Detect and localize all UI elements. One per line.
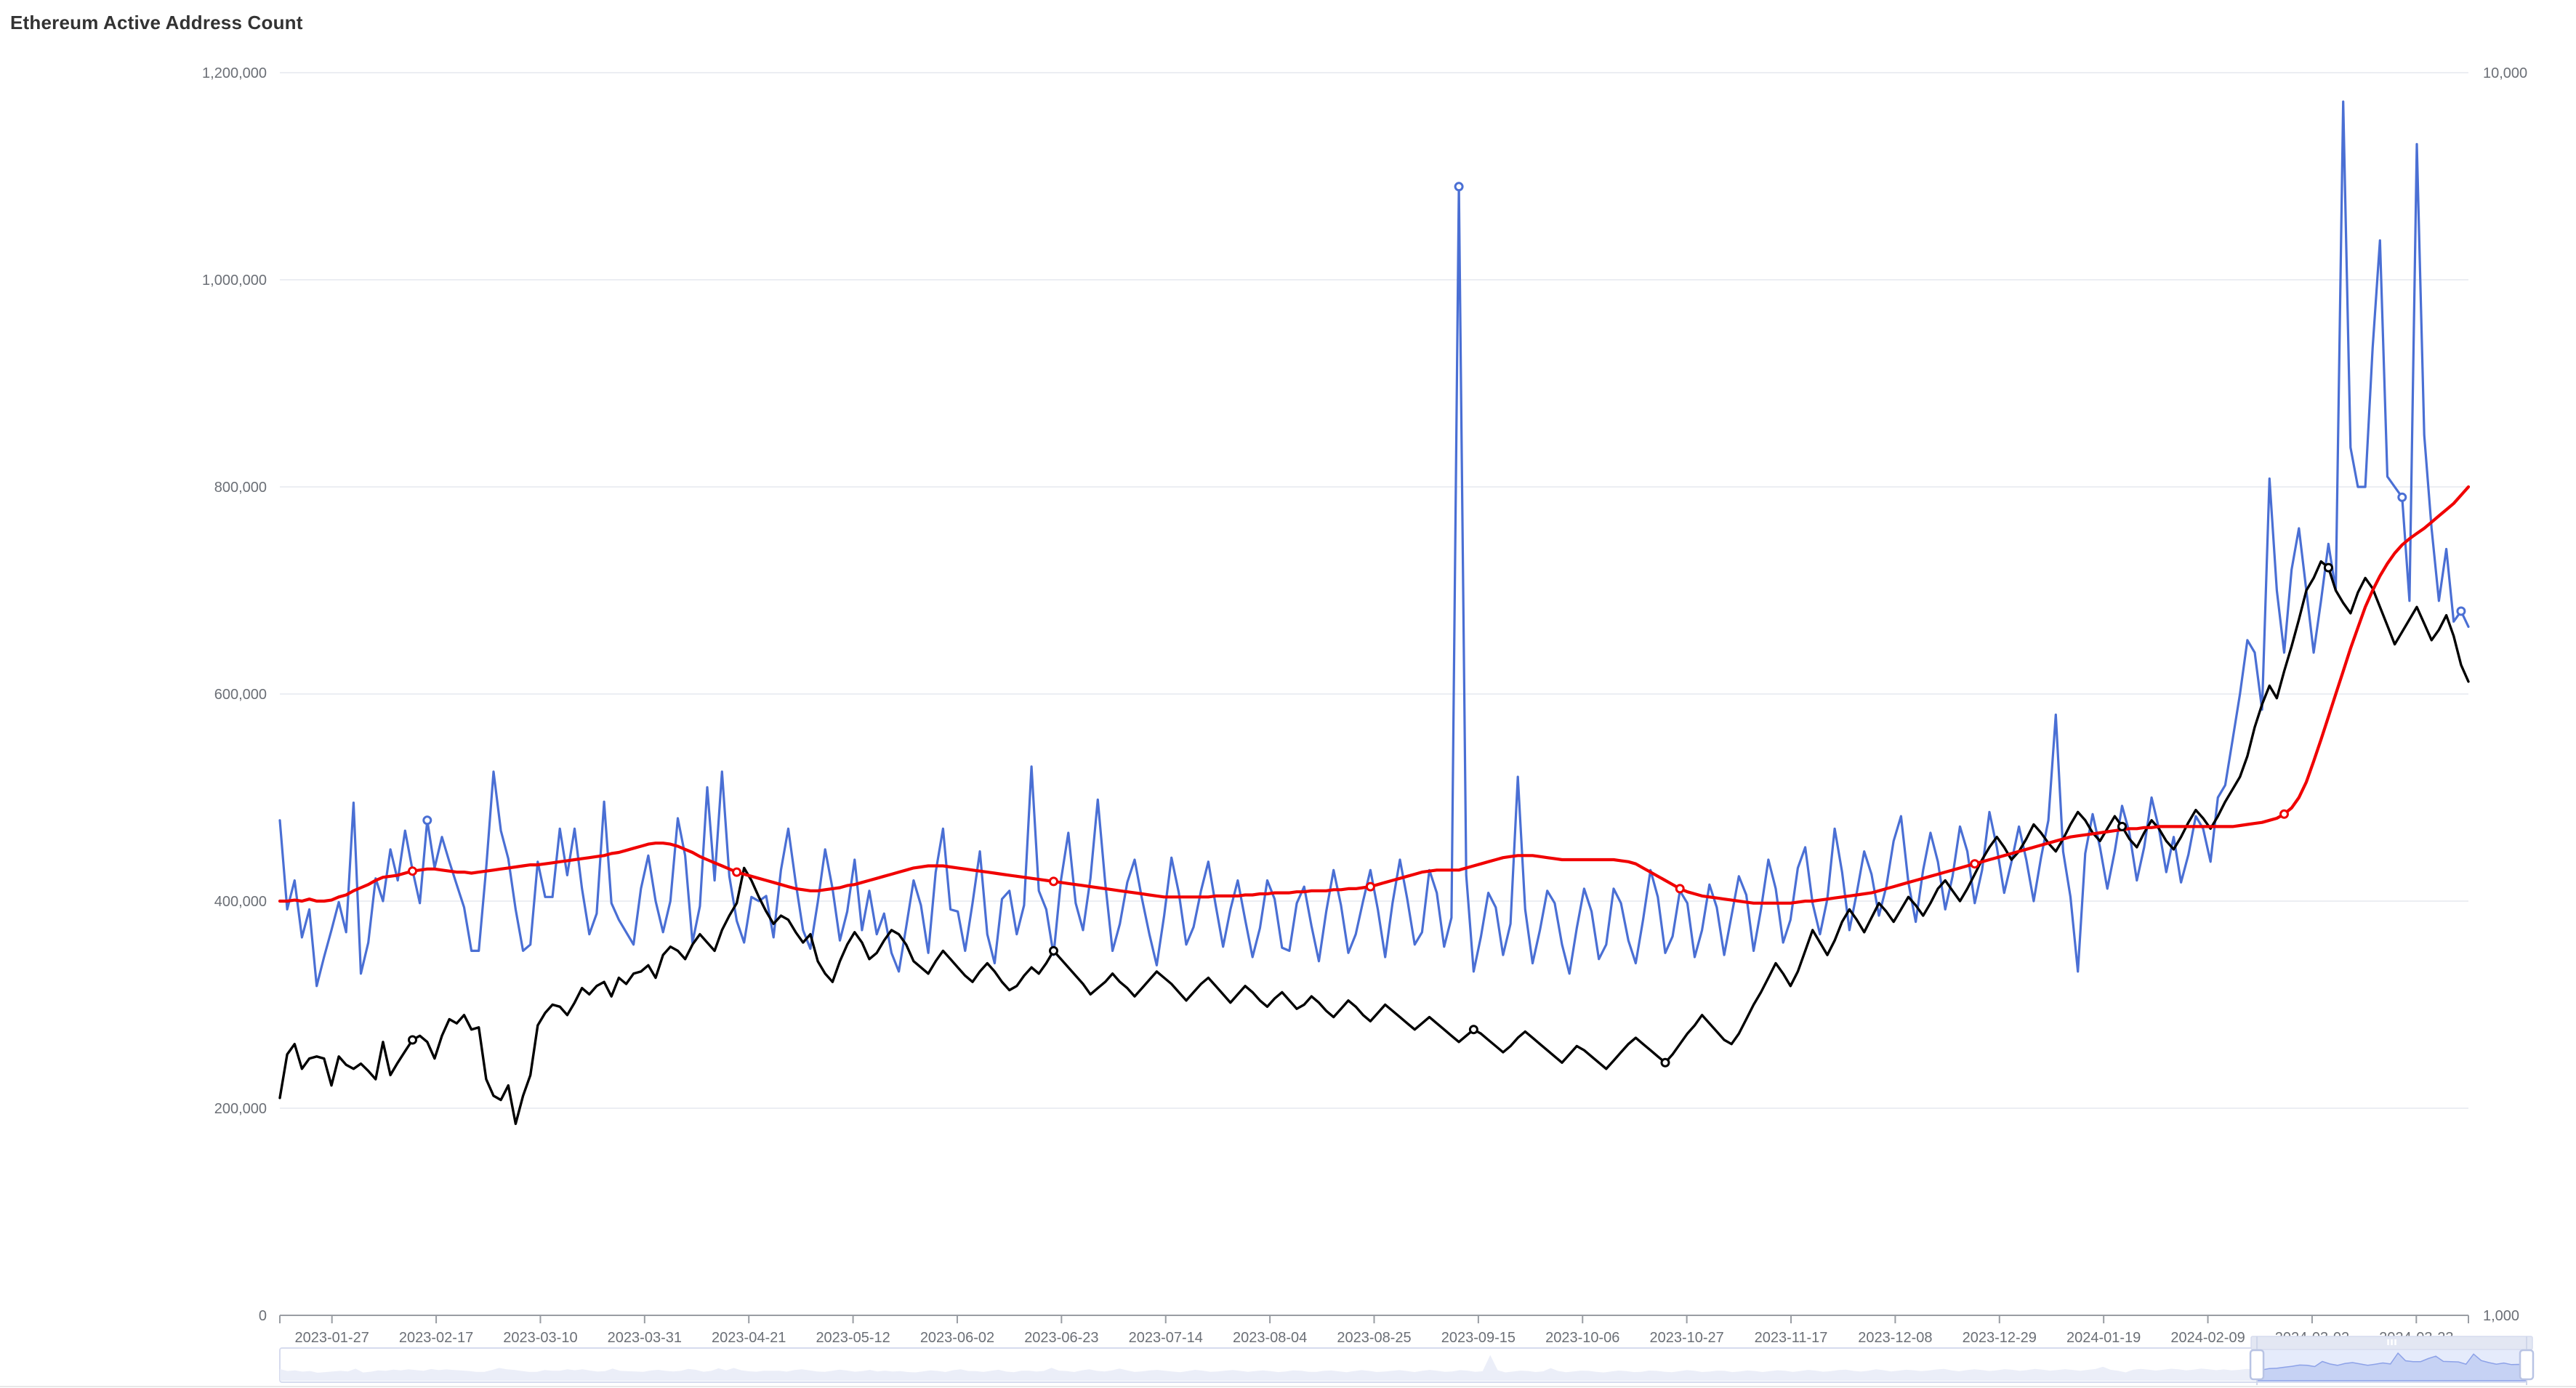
y-axis-tick-label: 200,000 [214, 1101, 267, 1117]
x-axis-tick-label: 2023-03-10 [503, 1330, 577, 1346]
data-point-marker [1049, 945, 1058, 956]
x-axis-tick-label: 2023-12-08 [1858, 1330, 1932, 1346]
data-point-marker [1660, 1057, 1670, 1068]
y-axis-tick-label: 0 [259, 1308, 267, 1324]
data-point-marker [422, 815, 432, 826]
x-axis-tick-label: 2023-06-23 [1024, 1330, 1098, 1346]
range-slider-handle-end[interactable] [2519, 1349, 2535, 1381]
x-axis-tick-label: 2023-11-17 [1755, 1330, 1828, 1346]
y-axis-right-labels: 10,000 1,000 [2483, 65, 2527, 1324]
x-axis-tick-label: 2023-01-27 [295, 1330, 369, 1346]
range-slider[interactable] [0, 1336, 2576, 1387]
x-axis-tick-label: 2023-02-17 [399, 1330, 473, 1346]
y-axis-tick-label: 1,200,000 [202, 65, 267, 81]
x-axis-tick-label: 2023-07-14 [1129, 1330, 1203, 1346]
series-line-active-address-count-secondary [278, 560, 2470, 1126]
data-point-marker [732, 867, 742, 877]
range-slider-handle-start[interactable] [2249, 1349, 2265, 1381]
page-title: Ethereum Active Address Count [10, 12, 303, 33]
x-axis-tick-label: 2023-04-21 [712, 1330, 786, 1346]
x-axis-tick-label: 2023-09-15 [1441, 1330, 1516, 1346]
y-axis-left-labels: 0 200,000 400,000 600,000 800,000 1,000,000 1,… [202, 65, 267, 1324]
y-axis-right-tick-label: 10,000 [2483, 65, 2527, 81]
x-axis-tick-label: 2023-03-31 [608, 1330, 682, 1346]
y-axis-tick-label: 400,000 [214, 894, 267, 910]
y-axis-tick-label: 1,000,000 [202, 273, 267, 289]
data-point-marker [2456, 606, 2466, 616]
data-point-marker [1049, 876, 1058, 887]
y-axis-tick-label: 600,000 [214, 687, 267, 703]
data-point-marker [2397, 492, 2407, 502]
data-point-marker [2279, 809, 2289, 819]
data-point-marker [2323, 562, 2333, 573]
data-point-marker [1365, 881, 1375, 892]
data-point-marker [1454, 182, 1464, 192]
x-axis-tick-label: 2023-05-12 [816, 1330, 890, 1346]
x-axis-tick-label: 2023-06-02 [920, 1330, 994, 1346]
range-slider-selection-preview [2257, 1352, 2527, 1381]
data-point-marker [408, 1035, 417, 1045]
x-axis-tick-label: 2023-10-27 [1649, 1330, 1723, 1346]
x-axis-tick-label: 2023-12-29 [1963, 1330, 2037, 1346]
series-markers-group [408, 182, 2466, 1068]
x-axis-tick-label: 2024-02-09 [2170, 1330, 2245, 1346]
data-point-marker [1468, 1025, 1478, 1035]
y-axis-right-tick-label: 1,000 [2483, 1308, 2519, 1324]
series-line-active-address-count [278, 100, 2470, 988]
data-point-marker [1675, 884, 1685, 894]
x-axis-tick-label: 2023-08-04 [1233, 1330, 1307, 1346]
series-lines-group [278, 100, 2471, 1126]
x-axis [279, 1315, 2469, 1323]
x-axis-tick-label: 2023-10-06 [1545, 1330, 1619, 1346]
range-slider-preview [280, 1353, 2527, 1381]
x-axis-tick-label: 2023-08-25 [1337, 1330, 1411, 1346]
x-axis-labels: 2023-01-27 2023-02-17 2023-03-10 2023-03-31… [295, 1330, 2454, 1346]
gridlines-group [280, 72, 2468, 1109]
data-point-marker [2117, 821, 2127, 831]
x-axis-tick-label: 2024-01-19 [2066, 1330, 2141, 1346]
data-point-marker [1970, 859, 1980, 869]
data-point-marker [408, 866, 417, 876]
y-axis-tick-label: 800,000 [214, 480, 267, 496]
